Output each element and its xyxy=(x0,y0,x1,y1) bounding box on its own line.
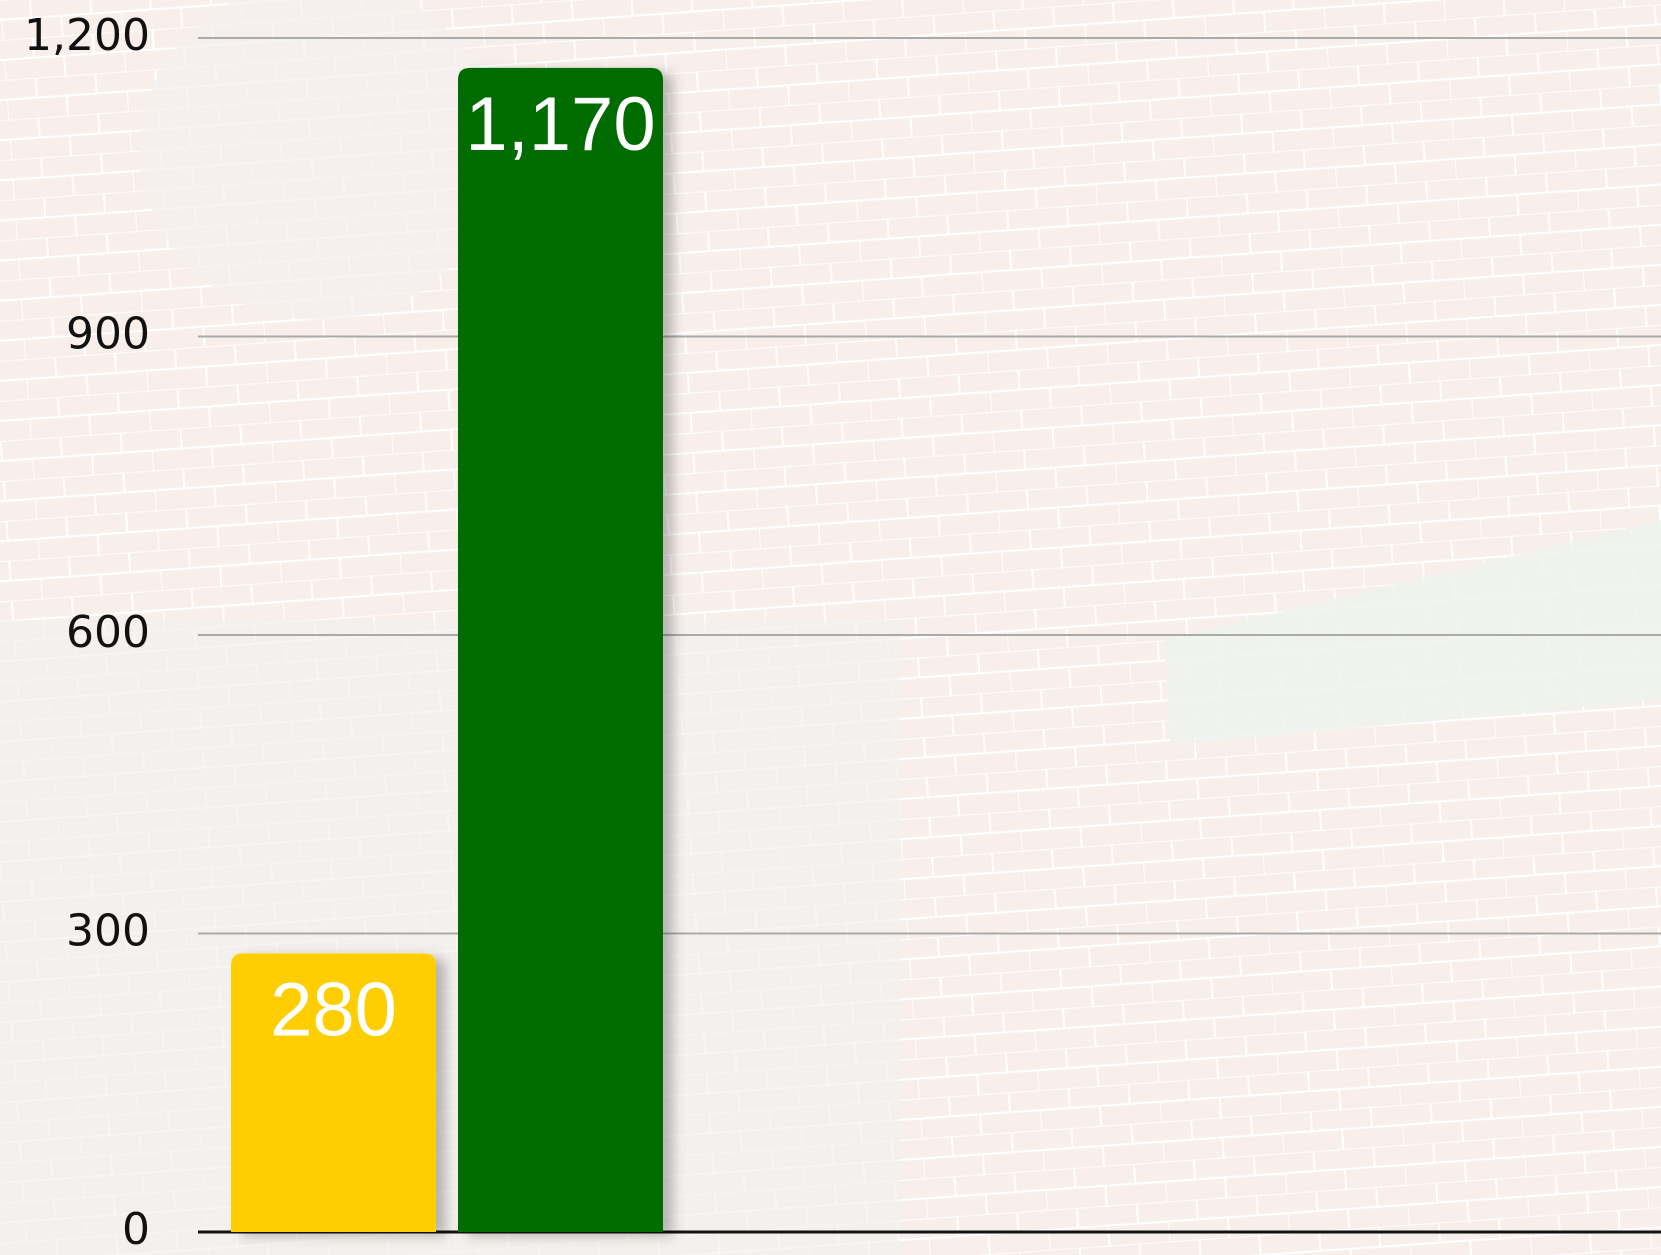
value-label: 1,170 xyxy=(465,82,655,167)
y-tick-label: 600 xyxy=(66,607,150,658)
y-tick-label: 900 xyxy=(66,309,150,360)
page: 03006009001,200 2801,170 (() => { const … xyxy=(0,0,1661,1255)
y-tick-label: 1,200 xyxy=(24,10,150,61)
value-label: 280 xyxy=(270,967,397,1052)
bar xyxy=(458,68,663,1232)
chart: 0 300 600 900 1,200 280 1,170 xyxy=(0,0,1661,1255)
y-tick-label: 300 xyxy=(66,906,150,957)
y-tick-label: 0 xyxy=(122,1204,150,1255)
